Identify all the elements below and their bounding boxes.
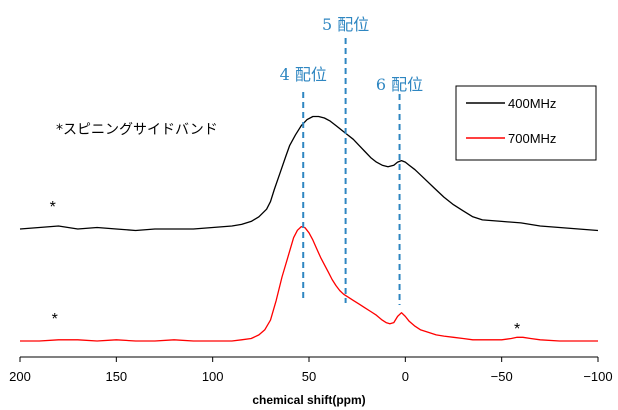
coordination-guide-lines: 4 配位 5 配位 6 配位 (280, 15, 423, 305)
spectra-group (19, 115, 599, 342)
sideband-marker-3: * (514, 321, 520, 338)
x-tick-label-1: 150 (105, 369, 127, 384)
x-tick-label-6: −100 (583, 369, 612, 384)
legend-label-400mhz: 400MHz (508, 96, 556, 111)
coordination-label-2: 5 配位 (322, 15, 369, 34)
legend-label-700mhz: 700MHz (508, 131, 556, 146)
coordination-label-1: 4 配位 (280, 65, 327, 84)
spectrum-line-700mhz (20, 225, 598, 342)
x-tick-label-5: −50 (491, 369, 513, 384)
sideband-marker-1: * (50, 199, 56, 216)
sideband-marker-2: * (52, 311, 58, 328)
spinning-sideband-note: *スピニングサイドバンド (56, 122, 218, 138)
legend: 400MHz 700MHz (455, 85, 597, 161)
x-tick-label-0: 200 (9, 369, 31, 384)
legend-box (455, 85, 597, 161)
coordination-label-3: 6 配位 (376, 75, 423, 94)
x-tick-label-4: 0 (402, 369, 409, 384)
sideband-markers: * * * (50, 199, 521, 338)
x-axis: 200 150 100 50 0 −50 −100 (9, 356, 613, 384)
x-tick-label-2: 100 (202, 369, 224, 384)
x-tick-label-3: 50 (302, 369, 316, 384)
x-axis-label: chemical shift(ppm) (252, 393, 365, 407)
spectrum-line-400mhz (19, 115, 599, 232)
